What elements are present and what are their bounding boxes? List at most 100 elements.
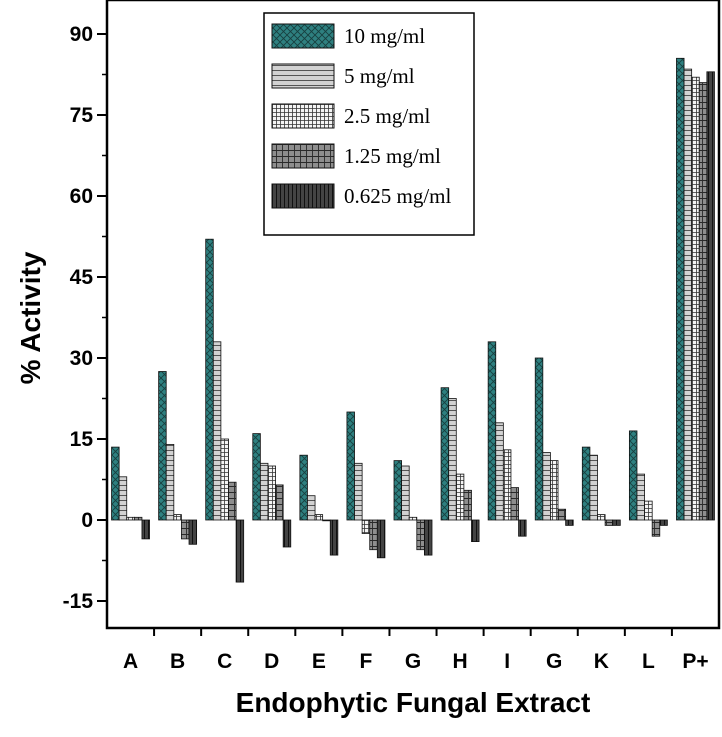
- bar-i-4: [518, 519, 527, 537]
- bar-a-4: [141, 519, 150, 540]
- bar-h-3: [463, 489, 472, 521]
- bar-g-1: [542, 452, 551, 521]
- bar-g-2: [550, 460, 559, 521]
- bar-f-3: [369, 519, 378, 551]
- bar-i-0: [487, 341, 497, 521]
- y-axis-title: % Activity: [15, 251, 46, 384]
- bar-g-0: [393, 460, 402, 521]
- bar-pplus-1: [683, 68, 693, 521]
- bar-d-3: [275, 484, 284, 521]
- legend: 10 mg/ml 5 mg/ml 2.5 mg/ml 1.25 mg/ml 0.625 …: [263, 12, 475, 236]
- y-tick-label: 0: [81, 509, 93, 532]
- bar-e-2: [314, 514, 324, 521]
- bar-e-4: [329, 519, 339, 556]
- bar-pplus-3: [698, 82, 708, 521]
- bar-l-3: [651, 519, 661, 537]
- bar-k-0: [581, 446, 591, 521]
- bar-g-3: [416, 519, 425, 551]
- legend-swatch-2: [271, 103, 335, 129]
- bar-l-4: [659, 519, 668, 526]
- legend-label-3: 1.25 mg/ml: [344, 144, 441, 168]
- x-tick-label: G: [405, 650, 421, 673]
- x-tick-label: F: [360, 650, 373, 673]
- bar-g-4: [423, 519, 433, 556]
- bar-b-4: [188, 519, 198, 545]
- bar-b-3: [181, 519, 190, 540]
- bar-k-4: [612, 519, 621, 526]
- bar-d-2: [267, 465, 276, 521]
- legend-label-1: 5 mg/ml: [344, 64, 415, 88]
- legend-swatch-3: [271, 143, 335, 169]
- x-tick-label: L: [642, 650, 655, 673]
- bar-c-0: [205, 238, 214, 521]
- bar-pplus-0: [676, 57, 685, 521]
- x-tick-label: K: [594, 650, 609, 673]
- bar-i-2: [502, 449, 512, 521]
- y-tick-label: 75: [70, 104, 94, 127]
- bar-g-4: [565, 519, 574, 526]
- bar-g-1: [401, 465, 410, 521]
- legend-label-0: 10 mg/ml: [344, 24, 425, 48]
- bar-f-4: [376, 519, 386, 559]
- x-tick-label: B: [170, 650, 185, 673]
- bar-i-3: [510, 487, 519, 521]
- axes-layer: 90 75 60 45 30 15 0 -15 A B C D E F G H I G K L P+: [63, 23, 709, 673]
- bar-b-2: [173, 514, 182, 521]
- bar-a-0: [111, 446, 120, 521]
- bar-h-0: [440, 387, 450, 521]
- x-axis-title: Endophytic Fungal Extract: [236, 687, 591, 718]
- legend-label-2: 2.5 mg/ml: [344, 104, 431, 128]
- bar-e-3: [322, 519, 331, 522]
- bar-l-2: [644, 500, 653, 521]
- x-tick-label: E: [312, 650, 326, 673]
- y-tick-label: -15: [63, 590, 94, 613]
- bar-l-0: [628, 430, 638, 521]
- bar-f-1: [354, 462, 363, 521]
- bar-g-3: [557, 508, 567, 521]
- legend-swatch-1: [271, 63, 335, 89]
- bar-c-4: [235, 519, 245, 583]
- bar-a-1: [118, 476, 128, 521]
- y-tick-label: 30: [70, 347, 93, 370]
- bar-d-0: [252, 433, 261, 521]
- x-tick-label: I: [504, 650, 510, 673]
- x-tick-label: C: [217, 650, 232, 673]
- bar-k-1: [589, 454, 598, 521]
- bar-h-1: [448, 398, 457, 521]
- y-tick-label: 60: [70, 185, 93, 208]
- bar-d-4: [282, 519, 292, 548]
- legend-swatch-0: [271, 23, 335, 49]
- bar-pplus-2: [691, 76, 700, 521]
- bar-c-2: [220, 438, 229, 521]
- x-tick-label: A: [123, 650, 138, 673]
- x-tick-label: G: [546, 650, 562, 673]
- bar-h-2: [455, 473, 465, 521]
- bar-i-1: [495, 422, 504, 521]
- bar-a-2: [126, 516, 135, 521]
- bar-f-0: [346, 411, 355, 521]
- x-tick-label: H: [452, 650, 467, 673]
- bar-b-0: [158, 371, 167, 521]
- bar-k-2: [597, 514, 606, 521]
- bar-e-0: [299, 454, 308, 521]
- y-tick-label: 90: [70, 23, 93, 46]
- bar-b-1: [165, 443, 175, 521]
- bar-e-1: [307, 495, 316, 521]
- bar-d-1: [259, 462, 269, 521]
- bar-g-0: [534, 357, 544, 521]
- bar-k-3: [604, 519, 614, 526]
- bar-f-2: [361, 519, 371, 534]
- legend-label-4: 0.625 mg/ml: [344, 184, 452, 208]
- x-tick-label: D: [264, 650, 279, 673]
- bars-layer: [111, 57, 715, 583]
- bar-c-1: [212, 341, 222, 521]
- bar-h-4: [471, 519, 480, 543]
- y-tick-label: 15: [70, 428, 94, 451]
- bar-c-3: [228, 481, 237, 521]
- bar-a-3: [133, 516, 143, 521]
- bar-pplus-4: [706, 71, 715, 521]
- legend-swatch-4: [271, 183, 335, 209]
- x-tick-label: P+: [682, 650, 708, 673]
- bar-g-2: [408, 516, 418, 521]
